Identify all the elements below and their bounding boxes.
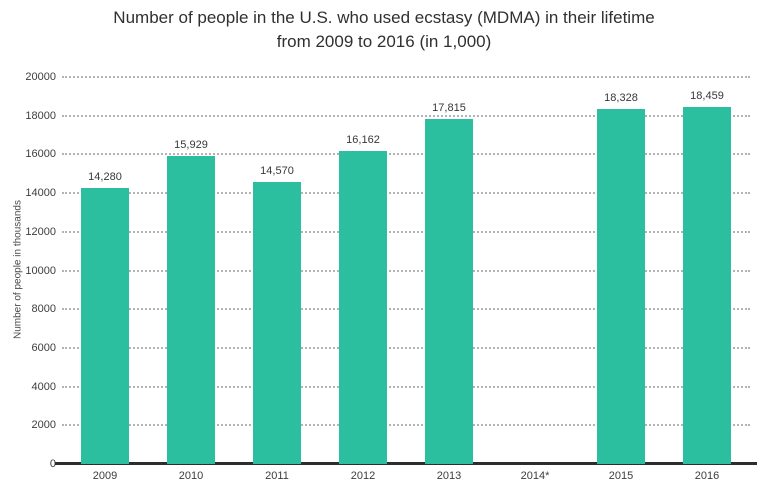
chart-title-line-1: Number of people in the U.S. who used ec… xyxy=(113,8,655,27)
gridline-y-2000 xyxy=(62,424,750,427)
bar-2012 xyxy=(339,151,387,464)
y-tick-label: 16000 xyxy=(25,148,56,161)
x-tick-label-2009: 2009 xyxy=(92,470,118,482)
bar-2009 xyxy=(81,187,129,464)
x-axis-line xyxy=(55,462,757,465)
bar-value-label-2012: 16,162 xyxy=(346,134,380,147)
y-tick-label: 14000 xyxy=(25,187,56,200)
bar-value-label-2013: 17,815 xyxy=(432,102,466,115)
gridline-y-18000 xyxy=(62,114,750,117)
bar-value-label-2009: 14,280 xyxy=(88,170,122,183)
bar-2011 xyxy=(253,182,301,464)
x-tick-label-2010: 2010 xyxy=(178,470,204,482)
gridline-y-6000 xyxy=(62,346,750,349)
y-tick-label: 8000 xyxy=(31,303,56,316)
bar-value-label-2011: 14,570 xyxy=(260,165,294,178)
gridline-y-4000 xyxy=(62,385,750,388)
bar-value-label-2016: 18,459 xyxy=(690,89,724,102)
gridline-y-12000 xyxy=(62,230,750,233)
bar-2015 xyxy=(597,109,645,464)
y-tick-label: 18000 xyxy=(25,109,56,122)
y-tick-label: 20000 xyxy=(25,71,56,83)
gridline-y-14000 xyxy=(62,192,750,195)
bar-2016 xyxy=(683,106,731,464)
x-tick-label-2011: 2011 xyxy=(265,470,289,482)
y-tick-label: 0 xyxy=(49,458,56,470)
bar-2010 xyxy=(167,155,215,464)
y-tick-label: 10000 xyxy=(25,264,56,277)
bar-2013 xyxy=(425,119,473,464)
y-tick-label: 2000 xyxy=(31,419,56,432)
x-tick-label-2016: 2016 xyxy=(694,470,720,482)
bar-value-label-2010: 15,929 xyxy=(174,138,208,151)
x-tick-label-2014*: 2014* xyxy=(520,470,550,482)
gridline-y-20000 xyxy=(62,76,750,78)
chart-title: Number of people in the U.S. who used ec… xyxy=(0,6,768,54)
gridline-y-16000 xyxy=(62,153,750,156)
y-tick-label: 12000 xyxy=(25,225,56,238)
x-tick-label-2012: 2012 xyxy=(350,470,376,482)
chart-title-line-2: from 2009 to 2016 (in 1,000) xyxy=(276,32,492,51)
y-tick-label: 6000 xyxy=(31,341,56,354)
y-tick-label: 4000 xyxy=(31,380,56,393)
x-tick-label-2015: 2015 xyxy=(608,470,634,482)
x-tick-label-2013: 2013 xyxy=(436,470,462,482)
gridline-y-8000 xyxy=(62,308,750,311)
bar-value-label-2015: 18,328 xyxy=(604,92,638,105)
gridline-y-10000 xyxy=(62,269,750,272)
